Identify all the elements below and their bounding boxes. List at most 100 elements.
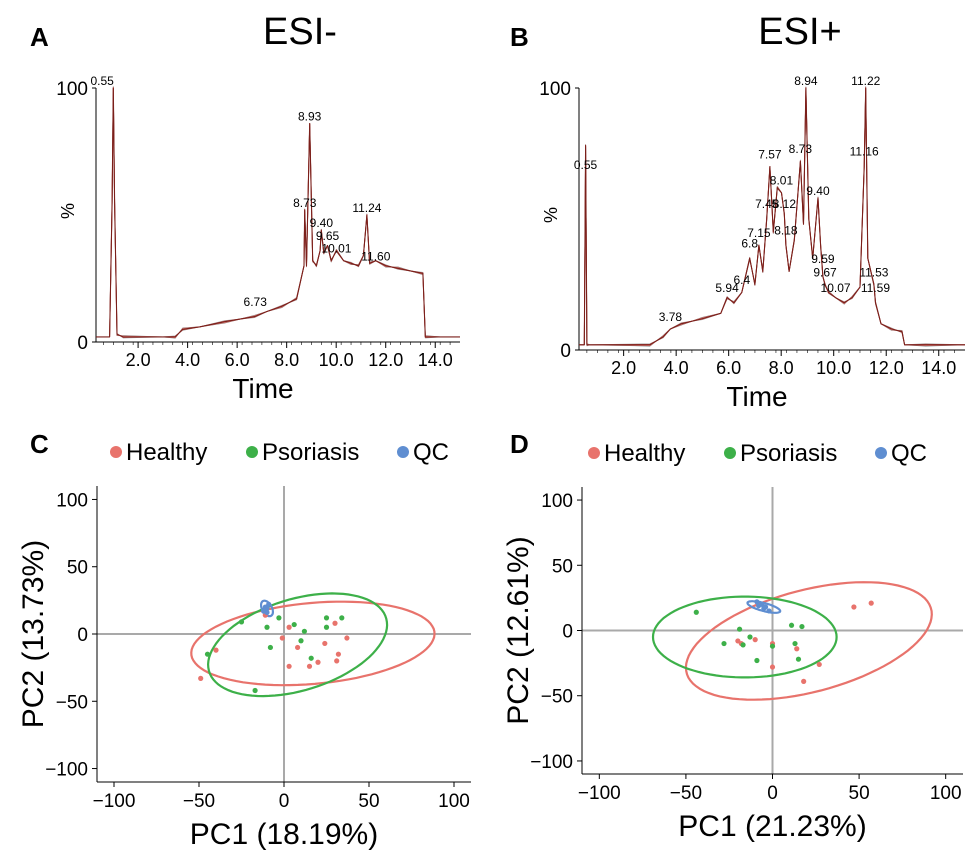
panel-letter-b: B (510, 22, 529, 52)
peak-label: 3.78 (659, 310, 683, 324)
peak-label: 11.59 (861, 281, 890, 295)
peak-label: 8.18 (774, 223, 798, 237)
data-point-psoriasis (339, 615, 345, 621)
data-point-healthy (306, 663, 313, 669)
data-point-psoriasis (740, 642, 746, 648)
peak-label: 0.55 (574, 158, 598, 172)
chromatogram-trace (96, 88, 460, 338)
legend-label: Healthy (126, 439, 207, 466)
panel-b: B ESI+ 0 100 2.0 4.0 6.0 8.0 10.0 12.0 14.0 Time%… (510, 11, 966, 412)
data-point-healthy (295, 644, 301, 651)
y-axis-label: % (541, 207, 561, 223)
x-tick-label: 2.0 (126, 350, 151, 370)
data-point-psoriasis (267, 644, 273, 651)
peak-label: 11.16 (850, 145, 879, 159)
confidence-ellipse-healthy (190, 600, 436, 687)
x-tick-label: 10.0 (816, 358, 851, 378)
data-point-healthy (322, 640, 328, 647)
data-point-healthy (851, 604, 857, 610)
chromatogram-a-title: ESI- (263, 11, 337, 53)
data-point-psoriasis (323, 624, 330, 630)
chromatogram-b-title: ESI+ (758, 11, 841, 53)
data-point-qc (766, 608, 772, 614)
legend-label: QC (413, 439, 449, 466)
data-point-healthy (735, 638, 741, 644)
data-point-psoriasis (792, 640, 798, 647)
legend-label: Psoriasis (262, 439, 359, 466)
peak-label: 11.60 (361, 249, 390, 263)
x-tick-label: 50 (358, 791, 379, 812)
y-tick-label: 100 (56, 490, 88, 511)
peak-label: 6.73 (244, 295, 268, 309)
x-tick-label: 4.0 (175, 350, 200, 370)
x-axis-label: Time (726, 381, 787, 412)
legend-label: Healthy (604, 440, 685, 467)
data-point-healthy (198, 675, 204, 682)
data-point-psoriasis (799, 623, 805, 630)
y-tick-label: −100 (530, 752, 573, 773)
peak-label: 10.01 (321, 242, 351, 256)
data-point-psoriasis (238, 619, 245, 625)
x-axis-label: PC1 (18.19%) (190, 818, 378, 850)
peak-label: 8.93 (298, 110, 322, 124)
y-tick-label: −50 (56, 692, 88, 713)
confidence-ellipse-healthy (684, 581, 933, 701)
data-point-psoriasis (795, 656, 802, 662)
data-point-psoriasis (301, 628, 307, 634)
x-tick-label: −50 (670, 783, 702, 804)
peak-label: 7.57 (758, 147, 782, 161)
data-point-healthy (286, 663, 292, 669)
legend-label: Psoriasis (740, 440, 837, 467)
data-point-psoriasis (721, 640, 727, 647)
x-tick-label: 12.0 (368, 350, 403, 370)
peak-label: 9.65 (316, 229, 340, 243)
peak-label: 9.67 (813, 265, 837, 279)
peak-label: 8.12 (773, 197, 797, 211)
peak-label: 8.94 (794, 74, 818, 88)
data-point-psoriasis (252, 687, 258, 694)
y-tick-label: −100 (45, 760, 88, 781)
y-tick-label: 50 (552, 556, 573, 577)
data-point-psoriasis (769, 643, 776, 649)
panel-c: C Healthy Psoriasis QC −100 −50 0 50 100 −100 −5… (17, 429, 471, 850)
x-tick-label: 14.0 (921, 358, 956, 378)
x-tick-label: 10.0 (319, 350, 354, 370)
peak-label: 11.22 (851, 74, 880, 88)
peak-label: 0.55 (91, 74, 115, 88)
y-axis-label: % (58, 203, 78, 219)
chromatogram-trace (96, 86, 460, 339)
peak-label: 9.59 (811, 252, 835, 266)
data-point-healthy (286, 624, 292, 630)
chromatogram-trace (96, 87, 460, 338)
data-point-healthy (794, 646, 800, 652)
data-point-qc (262, 607, 268, 613)
data-point-healthy (213, 647, 219, 653)
peak-label: 8.73 (293, 196, 317, 210)
data-point-psoriasis (291, 621, 297, 628)
panel-letter-c: C (30, 429, 49, 459)
y-tick-label: 0 (562, 622, 573, 643)
confidence-ellipse-psoriasis (206, 592, 389, 698)
panel-letter-d: D (510, 429, 529, 459)
data-point-psoriasis (736, 626, 743, 632)
x-tick-label: 8.0 (769, 358, 794, 378)
data-point-psoriasis (308, 655, 314, 661)
data-point-psoriasis (693, 609, 699, 615)
data-point-qc (266, 601, 272, 608)
data-point-healthy (801, 678, 807, 684)
peak-label: 6.8 (741, 236, 758, 250)
legend-marker (110, 446, 122, 458)
legend-label: QC (891, 440, 927, 467)
peak-label: 5.94 (715, 281, 739, 295)
data-point-healthy (868, 600, 874, 606)
peak-label: 9.40 (806, 184, 830, 198)
y-tick-label: 50 (67, 558, 88, 579)
x-tick-label: 6.0 (716, 358, 741, 378)
x-tick-label: 100 (438, 791, 470, 812)
data-point-psoriasis (747, 634, 753, 640)
data-point-healthy (334, 658, 340, 664)
data-point-psoriasis (754, 657, 760, 664)
data-point-healthy (344, 635, 350, 641)
x-axis-label: Time (232, 373, 293, 404)
peak-label: 11.53 (859, 265, 888, 279)
